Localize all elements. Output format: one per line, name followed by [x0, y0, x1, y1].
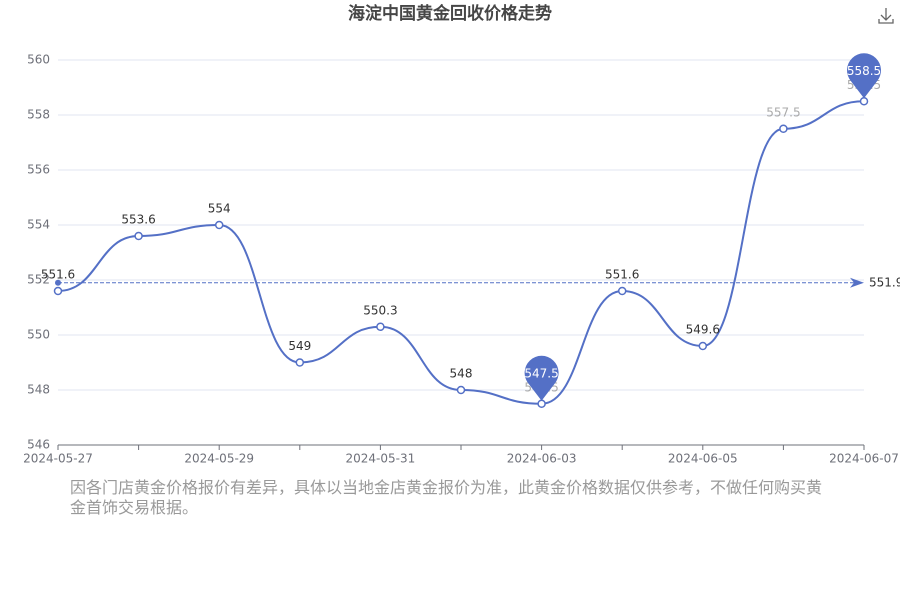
average-start — [55, 279, 61, 286]
data-point — [779, 124, 788, 133]
x-tick-label: 2024-05-29 — [184, 452, 254, 466]
y-tick-label: 552 — [27, 273, 50, 287]
data-label: 554 — [208, 202, 231, 216]
y-tick-label: 554 — [27, 218, 50, 232]
data-label: 549.6 — [686, 323, 720, 337]
data-point — [214, 220, 224, 230]
data-point — [376, 322, 385, 331]
series-line — [57, 100, 865, 405]
data-point — [134, 231, 143, 241]
y-tick-label: 560 — [27, 53, 50, 67]
footnote: 因各门店黄金价格报价有差异，具体以当地金店黄金报价为准，此黄金价格数据仅供参考，… — [70, 478, 823, 517]
pin-label: 547.5 — [524, 366, 558, 380]
y-tick-label: 556 — [27, 163, 50, 177]
y-tick-label: 548 — [27, 383, 50, 397]
chart-title: 海淀中国黄金回收价格走势 — [348, 3, 552, 24]
pin-label: 558.5 — [847, 64, 881, 78]
y-tick-label: 558 — [27, 108, 50, 122]
pin-marker — [524, 355, 559, 401]
pin-marker — [847, 53, 881, 99]
average-label: 551.9 — [869, 275, 900, 289]
data-label: 548 — [450, 367, 473, 381]
data-point — [53, 286, 63, 296]
download-glyph[interactable] — [878, 8, 894, 24]
x-tick-label: 2024-05-27 — [23, 452, 93, 466]
data-point — [537, 399, 546, 408]
data-point — [859, 97, 869, 106]
data-label: 551.6 — [41, 268, 75, 282]
y-tick-label: 546 — [27, 438, 50, 452]
download-icon[interactable] — [878, 8, 894, 24]
data-point — [456, 385, 466, 395]
data-point — [617, 286, 627, 296]
x-tick-label: 2024-06-03 — [507, 452, 577, 466]
data-label: 549 — [288, 339, 311, 353]
x-tick-label: 2024-05-31 — [346, 452, 416, 466]
x-tick-label: 2024-06-07 — [829, 452, 899, 466]
data-label: 557.5 — [766, 105, 800, 119]
data-label: 550.3 — [363, 303, 397, 317]
data-point — [295, 358, 305, 367]
average-arrow — [850, 277, 864, 288]
data-point — [698, 341, 708, 351]
y-tick-label: 550 — [27, 328, 50, 342]
data-label: 551.6 — [605, 268, 639, 282]
data-label: 553.6 — [121, 213, 155, 227]
x-tick-label: 2024-06-05 — [668, 452, 738, 466]
